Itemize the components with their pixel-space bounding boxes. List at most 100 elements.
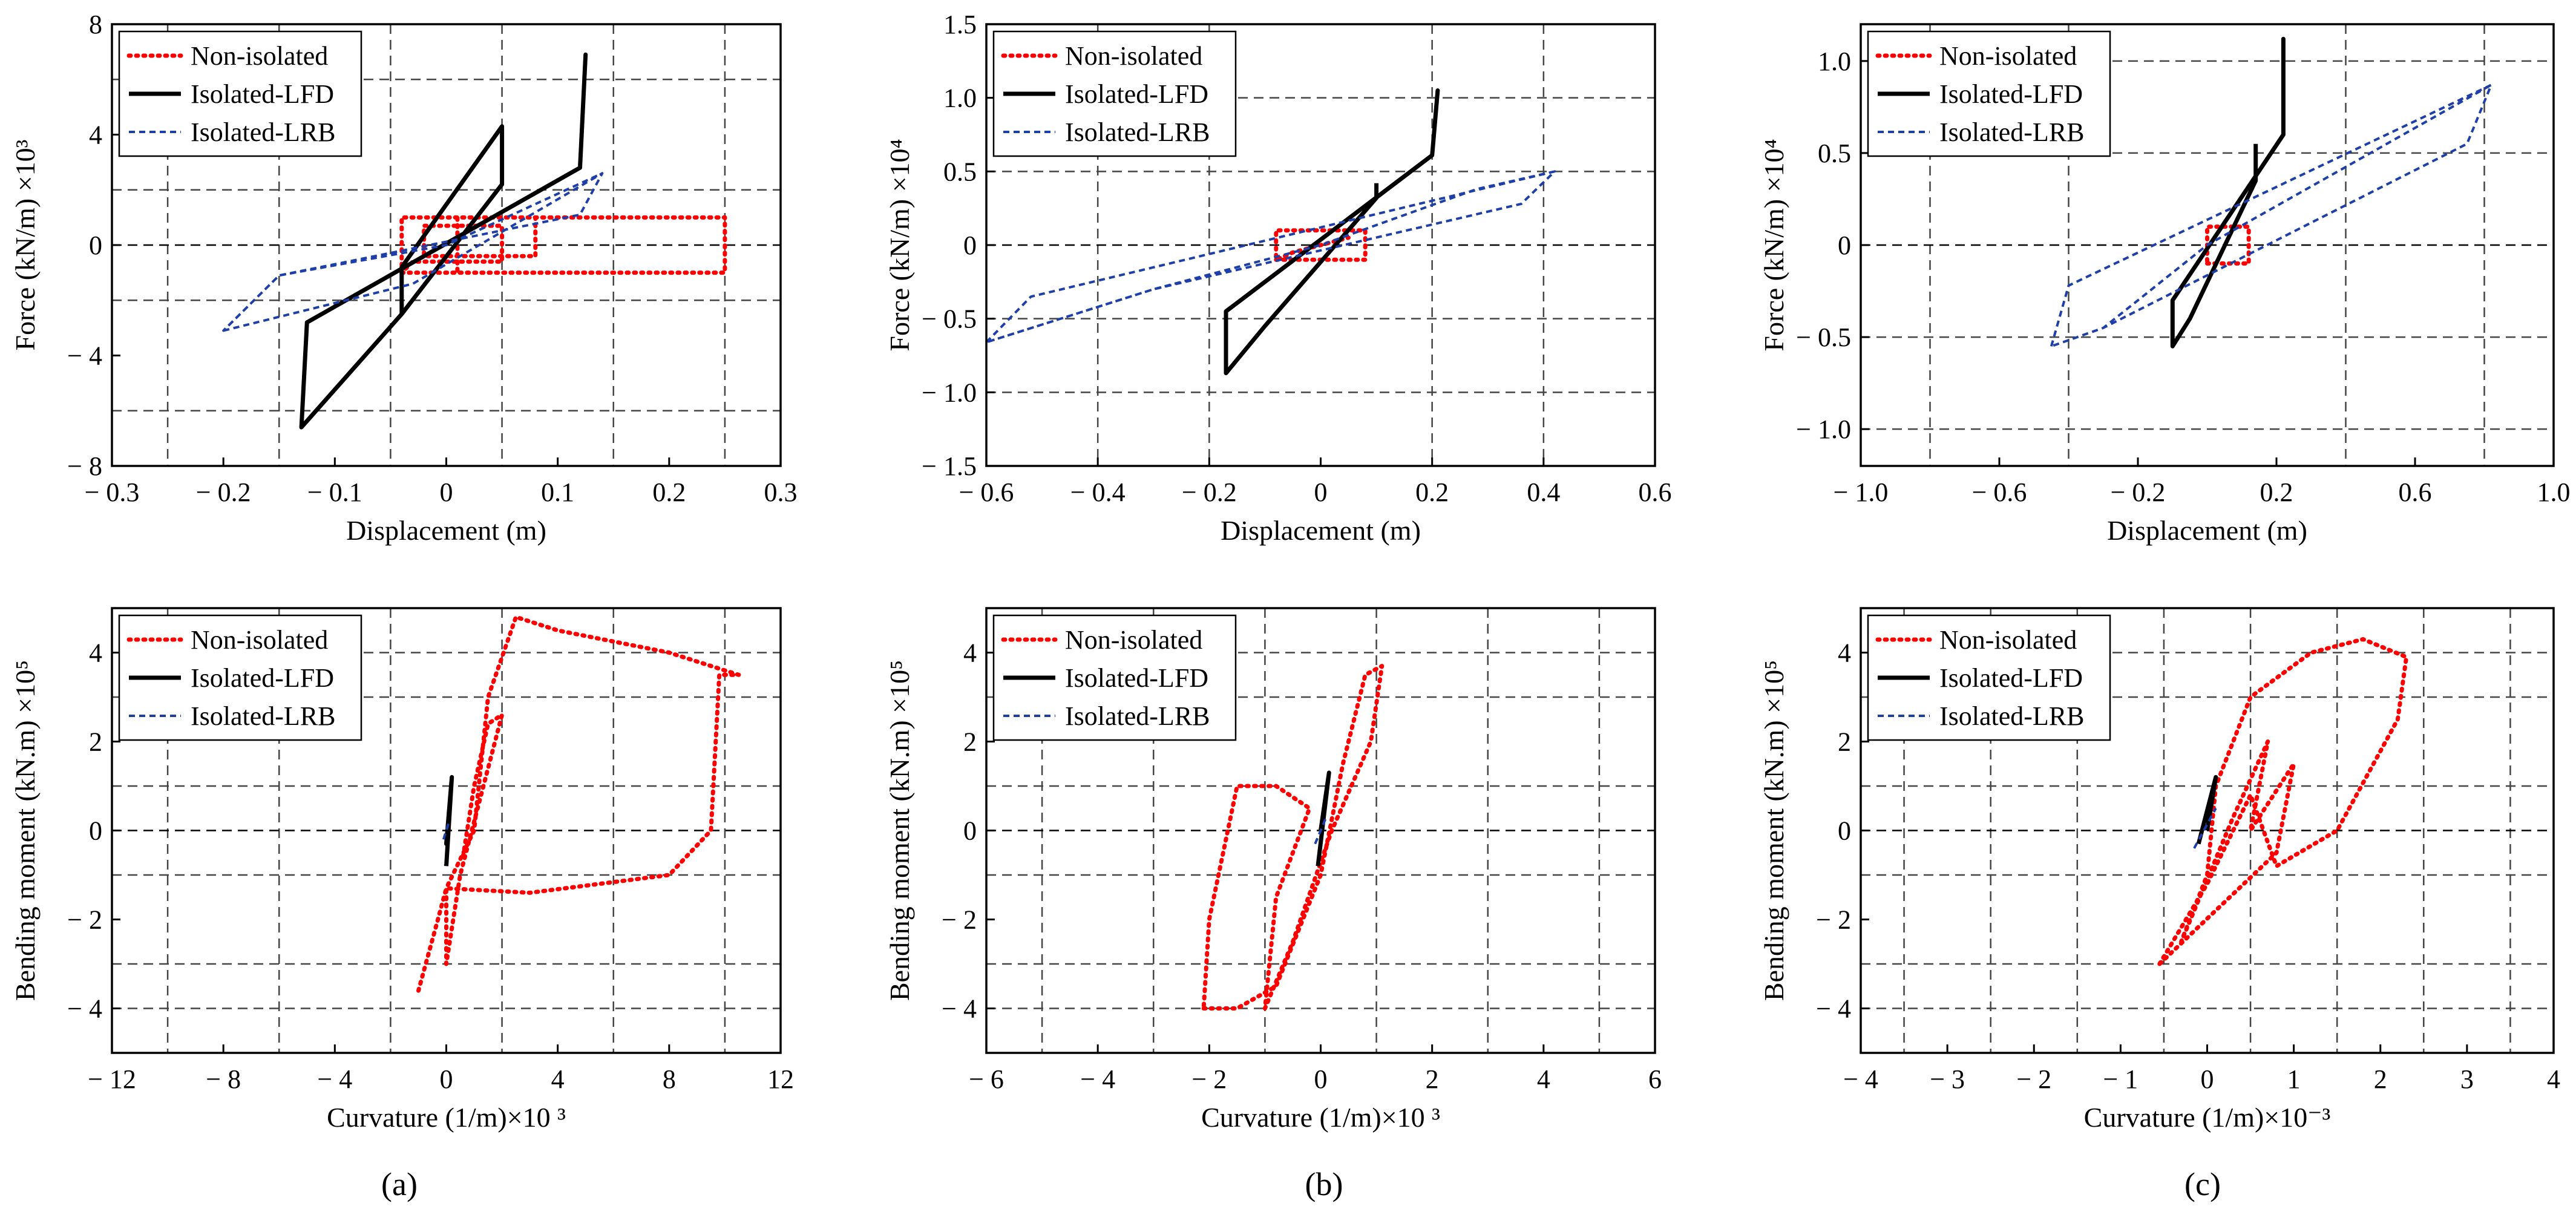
chart-b-bottom: − 6 − 4 − 2 0 2 4 6 − 4 − 2 0 2 4 Curvature (1/m)×10… <box>884 607 1662 1133</box>
legend-label: Isolated-LRB <box>1939 701 2085 731</box>
legend-label: Isolated-LRB <box>1939 117 2085 147</box>
x-tick-label: 0.2 <box>2260 477 2293 507</box>
series-non-isolated <box>1201 664 1385 1011</box>
y-tick-label: 2 <box>89 727 102 757</box>
legend-label: Non-isolated <box>1065 41 1202 71</box>
panel-label-c: (c) <box>2184 1166 2221 1202</box>
x-tick-label: 0 <box>1314 477 1328 507</box>
y-tick-label: − 1.5 <box>922 451 977 481</box>
series-non-isolated <box>1274 228 1368 262</box>
legend-label: Isolated-LRB <box>191 701 336 731</box>
y-tick-label: 1.5 <box>943 10 977 39</box>
chart-a-top: − 0.3 − 0.2 − 0.1 0 0.1 0.2 0.3 − 8 − 4 0 4 8 Displa… <box>10 10 798 546</box>
legend: Non-isolated Isolated-LFD Isolated-LRB <box>118 614 362 741</box>
legend-label: Non-isolated <box>1065 625 1202 655</box>
y-tick-label: 0 <box>963 231 977 260</box>
x-tick-label: − 0.2 <box>196 477 251 507</box>
y-axis-label: Force (kN/m) ×10³ <box>10 140 41 351</box>
y-tick-label: 0 <box>1838 816 1851 846</box>
y-tick-label: − 4 <box>67 994 102 1024</box>
x-tick-label: 3 <box>2460 1064 2474 1094</box>
x-tick-label: 0.4 <box>1527 477 1560 507</box>
legend-label: Isolated-LFD <box>191 663 334 693</box>
x-tick-label: 1 <box>2287 1064 2301 1094</box>
legend-label: Isolated-LFD <box>191 79 334 109</box>
x-tick-label: 6 <box>1648 1064 1662 1094</box>
legend: Non-isolated Isolated-LFD Isolated-LRB <box>118 30 362 157</box>
x-tick-label: − 4 <box>1843 1064 1878 1094</box>
x-tick-label: − 3 <box>1930 1064 1965 1094</box>
chart-c-bottom: − 4 − 3 − 2 − 1 0 1 2 3 4 − 4 − 2 0 2 4 Curvature (1/m… <box>1758 607 2560 1133</box>
series-isolated-lfd <box>1316 770 1331 867</box>
x-tick-label: 4 <box>1537 1064 1550 1094</box>
y-tick-label: − 4 <box>1816 994 1851 1024</box>
legend-label: Isolated-LFD <box>1939 663 2083 693</box>
chart-b-top: − 0.6 − 0.4 − 0.2 0 0.2 0.4 0.6 − 1.5 − 1.0 − 0.5… <box>884 10 1672 546</box>
y-tick-label: − 0.5 <box>922 304 977 334</box>
legend: Non-isolated Isolated-LFD Isolated-LRB <box>1867 614 2111 741</box>
legend-label: Isolated-LFD <box>1939 79 2083 109</box>
x-tick-label: − 0.3 <box>85 477 140 507</box>
x-tick-label: 4 <box>2547 1064 2560 1094</box>
y-tick-label: 1.0 <box>943 84 977 113</box>
series-isolated-lfd <box>2170 36 2286 349</box>
x-axis-label: Curvature (1/m)×10 ³ <box>1201 1102 1440 1133</box>
x-tick-label: 4 <box>551 1064 565 1094</box>
x-axis-label: Displacement (m) <box>1221 515 1421 546</box>
panel-label-a: (a) <box>381 1166 418 1202</box>
x-tick-label: 0 <box>440 477 453 507</box>
series-non-isolated <box>2205 224 2251 266</box>
y-tick-label: − 2 <box>1816 905 1851 935</box>
y-tick-label: − 2 <box>942 905 977 935</box>
y-tick-label: − 0.5 <box>1796 323 1851 352</box>
legend-label: Isolated-LRB <box>191 117 336 147</box>
series-isolated-lrb <box>2050 84 2492 348</box>
legend-label: Non-isolated <box>191 41 328 71</box>
x-tick-label: − 2 <box>2016 1064 2051 1094</box>
x-axis-label: Curvature (1/m)×10 ³ <box>327 1102 566 1133</box>
x-tick-label: − 0.1 <box>307 477 362 507</box>
y-tick-label: 0 <box>1838 231 1851 260</box>
y-axis-label: Bending moment (kN.m) ×10⁵ <box>884 660 915 1001</box>
x-tick-label: − 1 <box>2103 1064 2138 1094</box>
legend-label: Non-isolated <box>1939 41 2077 71</box>
y-tick-label: 2 <box>1838 727 1851 757</box>
chart-a-bottom: − 12 − 8 − 4 0 4 8 12 − 4 − 2 0 2 4 Curvature (1/m)×… <box>10 607 794 1133</box>
x-tick-label: − 4 <box>1080 1064 1115 1094</box>
chart-c-top: − 1.0 − 0.6 − 0.2 0.2 0.6 1.0 − 1.0 − 0.5 0 0.5 1.… <box>1758 23 2571 546</box>
x-tick-label: 0.6 <box>2399 477 2432 507</box>
y-tick-label: 0 <box>89 231 102 260</box>
x-tick-label: 0.2 <box>1415 477 1449 507</box>
x-tick-label: − 0.4 <box>1070 477 1126 507</box>
y-axis-label: Bending moment (kN.m) ×10⁵ <box>10 660 41 1001</box>
y-tick-label: − 8 <box>67 451 102 481</box>
x-tick-label: − 0.2 <box>1182 477 1237 507</box>
series-non-isolated <box>416 615 741 993</box>
x-tick-label: 8 <box>663 1064 676 1094</box>
x-axis-label: Displacement (m) <box>346 515 546 546</box>
y-tick-label: 4 <box>1838 638 1851 668</box>
x-tick-label: 0 <box>1314 1064 1328 1094</box>
y-tick-label: − 4 <box>942 994 977 1024</box>
y-tick-label: 2 <box>963 727 977 757</box>
y-tick-label: 0.5 <box>943 157 977 186</box>
series-isolated-lrb <box>986 170 1556 344</box>
legend: Non-isolated Isolated-LFD Isolated-LRB <box>1867 30 2111 157</box>
series-isolated-lfd <box>299 52 588 430</box>
series-isolated-lfd <box>444 775 454 867</box>
x-tick-label: 0 <box>440 1064 453 1094</box>
x-axis-label: Displacement (m) <box>2107 515 2307 546</box>
x-tick-label: − 0.2 <box>2111 477 2166 507</box>
legend: Non-isolated Isolated-LFD Isolated-LRB <box>992 614 1237 741</box>
x-tick-label: − 6 <box>969 1064 1004 1094</box>
y-tick-label: 8 <box>89 10 102 39</box>
x-tick-label: − 0.6 <box>959 477 1014 507</box>
legend-label: Non-isolated <box>1939 625 2077 655</box>
series-isolated-lfd <box>2196 775 2218 845</box>
series-isolated-lrb <box>442 821 451 840</box>
x-tick-label: 0.6 <box>1639 477 1672 507</box>
series-isolated-lrb <box>1314 816 1328 845</box>
x-tick-label: 0 <box>2201 1064 2214 1094</box>
series-non-isolated <box>2157 637 2409 966</box>
y-axis-label: Bending moment (kN.m) ×10⁵ <box>1758 660 1789 1001</box>
